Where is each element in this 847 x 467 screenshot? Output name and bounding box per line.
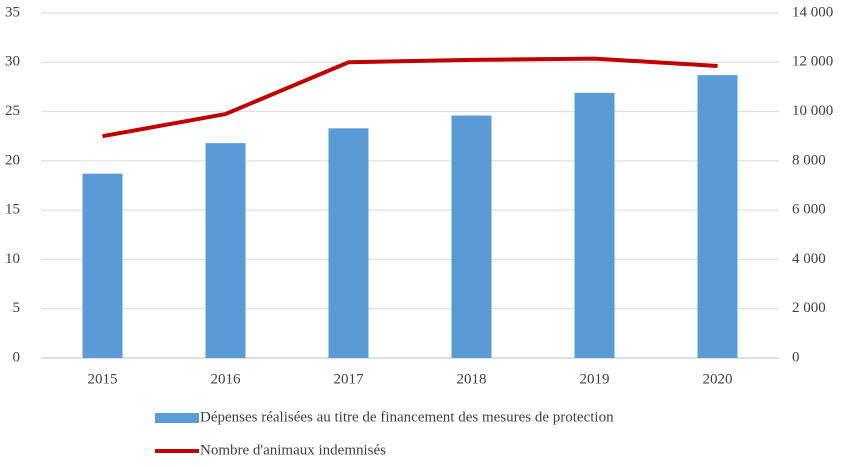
y2-tick-label: 10 000 [792, 103, 833, 119]
y2-tick-label: 4 000 [792, 251, 826, 267]
line [102, 56, 718, 139]
y-tick-label: 30 [5, 54, 20, 70]
legend-label: Dépenses réalisées au titre de financeme… [200, 409, 614, 425]
y-tick-label: 15 [5, 202, 20, 218]
bar [205, 143, 246, 358]
y-tick-label: 5 [13, 300, 21, 316]
x-tick-label: 2016 [211, 371, 242, 387]
y2-tick-label: 8 000 [792, 152, 826, 168]
x-tick-label: 2015 [88, 371, 118, 387]
y-tick-label: 10 [5, 251, 20, 267]
bar [697, 75, 738, 358]
y2-tick-label: 2 000 [792, 300, 826, 316]
legend-swatch [155, 413, 199, 423]
y-tick-label: 35 [5, 4, 20, 20]
y2-tick-label: 6 000 [792, 202, 826, 218]
y-tick-label: 0 [13, 349, 21, 365]
bar [574, 92, 615, 358]
y2-tick-label: 14 000 [792, 4, 833, 20]
y2-tick-label: 0 [792, 349, 800, 365]
y-tick-label: 20 [5, 152, 20, 168]
x-tick-label: 2020 [703, 371, 733, 387]
y-tick-label: 25 [5, 103, 20, 119]
bar [82, 173, 123, 358]
x-tick-label: 2017 [334, 371, 365, 387]
y2-tick-label: 12 000 [792, 54, 833, 70]
bar [451, 115, 492, 358]
x-tick-label: 2018 [457, 371, 487, 387]
legend-label: Nombre d'animaux indemnisés [200, 442, 386, 458]
bar [328, 128, 369, 358]
x-tick-label: 2019 [580, 371, 610, 387]
